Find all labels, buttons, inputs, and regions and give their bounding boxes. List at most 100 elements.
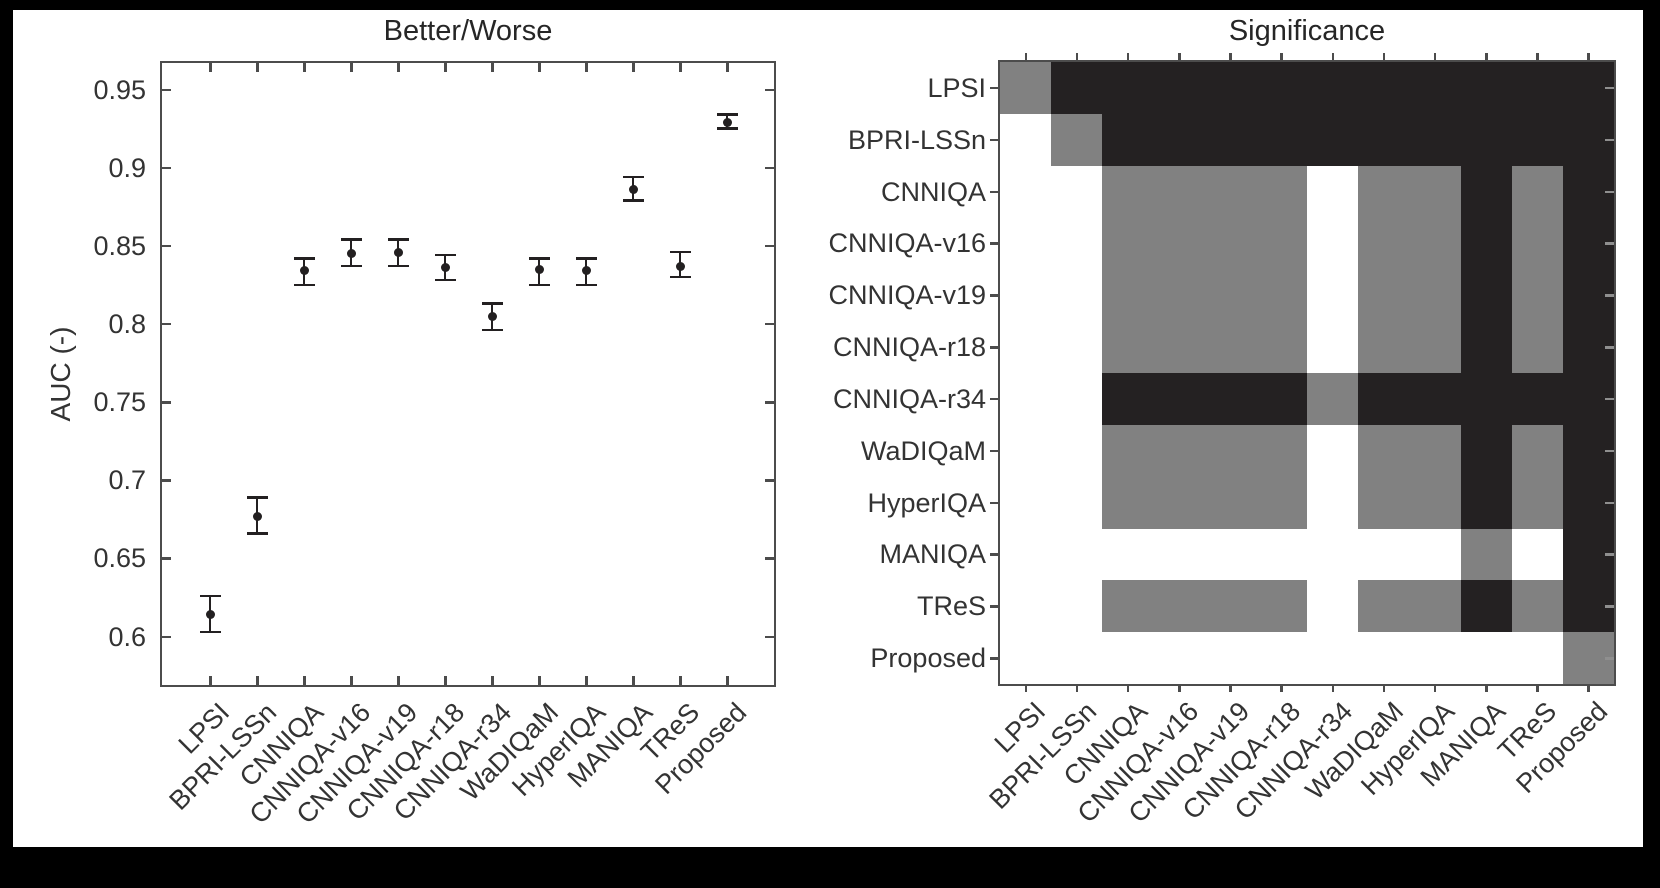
error-bar-dot bbox=[252, 511, 262, 521]
heatmap-cell bbox=[1051, 580, 1102, 632]
heatmap-col-tick bbox=[1024, 684, 1028, 692]
heatmap-row-tick bbox=[1605, 553, 1614, 556]
x-axis-tick bbox=[209, 63, 212, 72]
x-axis-tick bbox=[303, 676, 306, 685]
heatmap-cell bbox=[1205, 580, 1256, 632]
error-bar-cap bbox=[387, 238, 409, 241]
heatmap-cell bbox=[1358, 580, 1409, 632]
x-axis-tick bbox=[726, 676, 729, 685]
heatmap-col-tick bbox=[1485, 53, 1488, 60]
heatmap-cell bbox=[1051, 218, 1102, 269]
heatmap-cell bbox=[1461, 269, 1512, 321]
y-axis-tick bbox=[162, 479, 171, 482]
heatmap-col-tick bbox=[1075, 53, 1079, 60]
heatmap-cell bbox=[1154, 321, 1205, 373]
y-tick-label: 0.65 bbox=[93, 543, 146, 574]
heatmap-cell bbox=[1512, 218, 1563, 269]
error-bar-dot bbox=[393, 247, 403, 257]
heatmap-col-tick bbox=[1587, 684, 1590, 692]
x-axis-tick bbox=[397, 676, 400, 685]
error-bar-dot bbox=[299, 266, 309, 276]
y-axis-tick bbox=[162, 635, 171, 639]
heatmap-cell bbox=[1358, 62, 1409, 114]
heatmap-cell bbox=[1154, 425, 1205, 477]
heatmap-cell bbox=[1307, 529, 1358, 580]
heatmap-cell bbox=[1256, 580, 1307, 632]
error-bar-dot bbox=[534, 264, 544, 274]
heatmap-row-label: BPRI-LSSn bbox=[847, 124, 986, 155]
heatmap-cell bbox=[1358, 114, 1409, 166]
heatmap-cell bbox=[1000, 529, 1051, 580]
x-axis-tick bbox=[538, 63, 541, 72]
significance-heatmap-area bbox=[990, 53, 1616, 692]
error-bar-cap bbox=[387, 264, 409, 268]
error-bar-cap bbox=[575, 257, 597, 260]
heatmap-row-tick bbox=[990, 86, 998, 90]
heatmap-row-label: LPSI bbox=[927, 72, 986, 103]
heatmap-cell bbox=[1512, 529, 1563, 580]
y-axis-tick bbox=[162, 322, 171, 326]
heatmap-cell bbox=[1461, 373, 1512, 425]
heatmap-col-tick bbox=[1331, 53, 1335, 60]
heatmap-cell bbox=[1205, 373, 1256, 425]
heatmap-cell bbox=[1154, 166, 1205, 218]
heatmap-cell bbox=[1154, 114, 1205, 166]
error-bar-dot bbox=[581, 266, 591, 276]
error-bar-cap bbox=[669, 250, 691, 254]
heatmap-cell bbox=[1409, 218, 1461, 269]
heatmap-cell bbox=[1461, 218, 1512, 269]
heatmap-col-tick bbox=[1229, 53, 1232, 60]
heatmap-cell bbox=[1307, 114, 1358, 166]
heatmap-cell bbox=[1256, 529, 1307, 580]
heatmap-cell bbox=[1461, 580, 1512, 632]
heatmap-cell bbox=[1000, 425, 1051, 477]
heatmap-cell bbox=[1461, 166, 1512, 218]
heatmap-row-tick bbox=[990, 397, 998, 401]
heatmap-cell bbox=[1512, 373, 1563, 425]
heatmap-cell bbox=[1256, 166, 1307, 218]
heatmap-cell bbox=[1256, 477, 1307, 529]
heatmap-row-label: Proposed bbox=[870, 643, 986, 674]
heatmap-cell bbox=[1358, 166, 1409, 218]
heatmap-cell bbox=[1000, 218, 1051, 269]
heatmap-cell bbox=[1461, 62, 1512, 114]
heatmap-cell bbox=[1358, 269, 1409, 321]
heatmap-cell bbox=[1512, 114, 1563, 166]
heatmap-col-tick bbox=[1382, 684, 1386, 692]
heatmap-cell bbox=[1461, 321, 1512, 373]
y-axis-tick bbox=[162, 244, 171, 248]
error-bar-cap bbox=[669, 275, 691, 279]
heatmap-cell bbox=[1000, 114, 1051, 166]
error-bar-cap bbox=[293, 257, 315, 260]
heatmap-cell bbox=[1409, 580, 1461, 632]
heatmap-cell bbox=[1205, 269, 1256, 321]
heatmap-cell bbox=[1051, 62, 1102, 114]
heatmap-row-tick bbox=[990, 190, 998, 194]
heatmap-cell bbox=[1102, 632, 1154, 684]
heatmap-cell bbox=[1205, 62, 1256, 114]
heatmap-cell bbox=[1102, 529, 1154, 580]
error-bar-cap bbox=[481, 302, 503, 305]
heatmap-cell bbox=[1358, 529, 1409, 580]
heatmap-col-tick bbox=[1382, 53, 1386, 60]
x-axis-tick bbox=[303, 63, 306, 72]
heatmap-cell bbox=[1051, 166, 1102, 218]
significance-title: Significance bbox=[1228, 15, 1386, 47]
heatmap-cell bbox=[1051, 373, 1102, 425]
y-axis-tick bbox=[765, 557, 774, 560]
heatmap-cell bbox=[1256, 269, 1307, 321]
heatmap-cell bbox=[1000, 632, 1051, 684]
heatmap-row-tick bbox=[990, 138, 998, 142]
y-tick-label: 0.6 bbox=[108, 621, 146, 652]
heatmap-col-tick bbox=[1280, 684, 1283, 692]
heatmap-cell bbox=[1154, 580, 1205, 632]
heatmap-cell bbox=[1512, 477, 1563, 529]
heatmap-col-tick bbox=[1075, 684, 1079, 692]
x-axis-tick bbox=[679, 63, 682, 72]
heatmap-cell bbox=[1358, 477, 1409, 529]
error-bar-cap bbox=[434, 253, 456, 257]
heatmap-cell bbox=[1409, 477, 1461, 529]
heatmap-row-label: CNNIQA-r34 bbox=[832, 383, 986, 414]
heatmap-row-tick bbox=[1605, 449, 1614, 453]
heatmap-row-label: TReS bbox=[916, 591, 986, 622]
